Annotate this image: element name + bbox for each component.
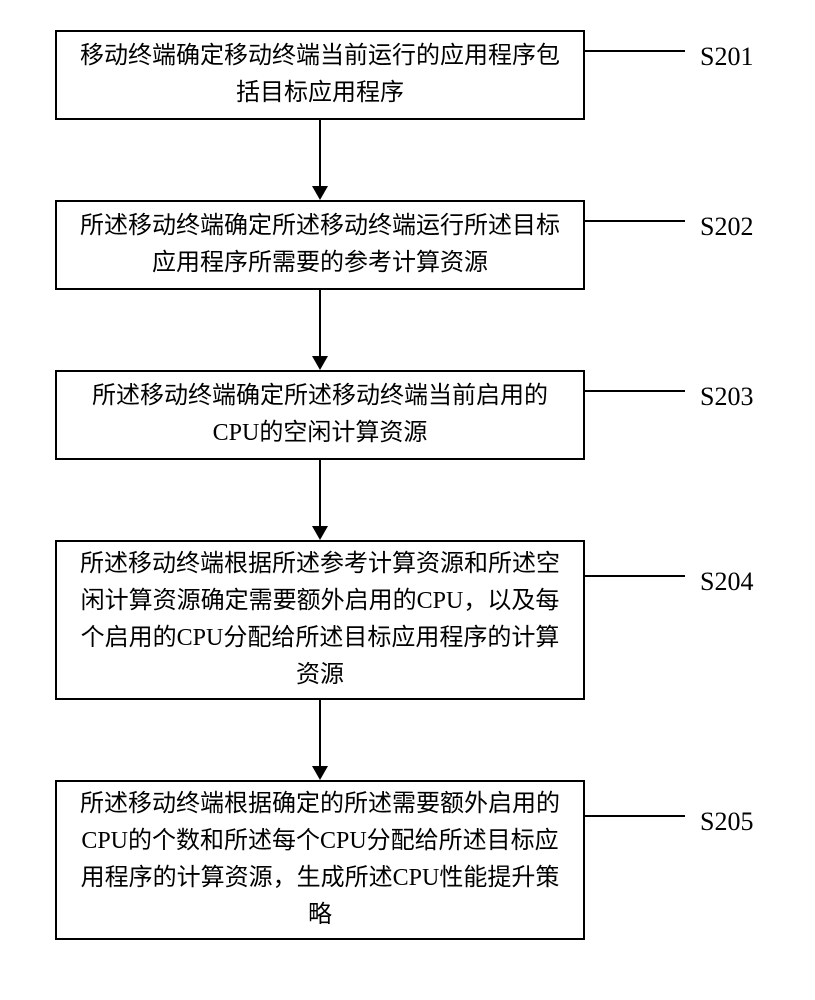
flow-node-s201: 移动终端确定移动终端当前运行的应用程序包括目标应用程序: [55, 30, 585, 120]
step-label-s202: S202: [700, 212, 753, 242]
flow-node-s202: 所述移动终端确定所述移动终端运行所述目标应用程序所需要的参考计算资源: [55, 200, 585, 290]
arrow-line-0: [319, 120, 321, 186]
flow-node-text: 所述移动终端根据所述参考计算资源和所述空闲计算资源确定需要额外启用的CPU，以及…: [77, 546, 563, 695]
flow-node-s204: 所述移动终端根据所述参考计算资源和所述空闲计算资源确定需要额外启用的CPU，以及…: [55, 540, 585, 700]
flow-node-text: 移动终端确定移动终端当前运行的应用程序包括目标应用程序: [77, 38, 563, 112]
arrow-head-icon: [312, 186, 328, 200]
flow-node-text: 所述移动终端确定所述移动终端当前启用的CPU的空闲计算资源: [77, 378, 563, 452]
flowchart-container: 移动终端确定移动终端当前运行的应用程序包括目标应用程序 S201 所述移动终端确定所…: [0, 0, 815, 1000]
flow-node-text: 所述移动终端根据确定的所述需要额外启用的CPU的个数和所述每个CPU分配给所述目…: [77, 786, 563, 935]
arrow-head-icon: [312, 356, 328, 370]
flow-node-s205: 所述移动终端根据确定的所述需要额外启用的CPU的个数和所述每个CPU分配给所述目…: [55, 780, 585, 940]
step-label-s205: S205: [700, 807, 753, 837]
flow-node-s203: 所述移动终端确定所述移动终端当前启用的CPU的空闲计算资源: [55, 370, 585, 460]
arrow-line-3: [319, 700, 321, 766]
flow-node-text: 所述移动终端确定所述移动终端运行所述目标应用程序所需要的参考计算资源: [77, 208, 563, 282]
step-label-s201: S201: [700, 42, 753, 72]
arrow-line-1: [319, 290, 321, 356]
step-label-s204: S204: [700, 567, 753, 597]
arrow-line-2: [319, 460, 321, 526]
leader-line: [585, 220, 685, 222]
arrow-head-icon: [312, 526, 328, 540]
step-label-s203: S203: [700, 382, 753, 412]
leader-line: [585, 390, 685, 392]
leader-line: [585, 815, 685, 817]
arrow-head-icon: [312, 766, 328, 780]
leader-line: [585, 575, 685, 577]
leader-line: [585, 50, 685, 52]
